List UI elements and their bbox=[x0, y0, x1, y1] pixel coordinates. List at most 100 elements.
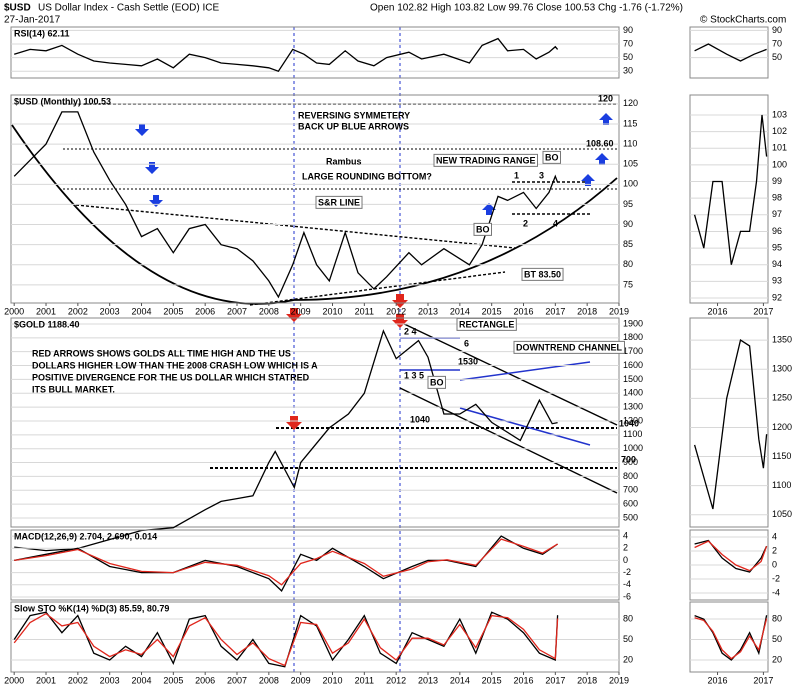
blue-arrow bbox=[135, 124, 149, 136]
y-tick-label: 1200 bbox=[772, 422, 792, 432]
red-arrow bbox=[392, 294, 408, 308]
instrument-name: US Dollar Index - Cash Settle (EOD) ICE bbox=[38, 3, 219, 14]
x-tick-label: 2007 bbox=[227, 675, 247, 685]
x-tick-label: 2002 bbox=[68, 306, 88, 316]
y-tick-label: 50 bbox=[623, 52, 633, 62]
y-tick-label: 105 bbox=[623, 159, 638, 169]
y-tick-label: 90 bbox=[623, 219, 633, 229]
blue-arrow bbox=[149, 195, 163, 207]
y-tick-label: 1300 bbox=[623, 401, 643, 411]
x-tick-label: 2003 bbox=[100, 675, 120, 685]
annotation: BO bbox=[476, 224, 490, 234]
x-tick-label: 2008 bbox=[259, 306, 279, 316]
annotation-box bbox=[521, 267, 564, 281]
x-tick-label: 2013 bbox=[418, 306, 438, 316]
annotation: 3 bbox=[539, 170, 544, 180]
y-tick-label: 1050 bbox=[772, 509, 792, 519]
y-tick-label: 1900 bbox=[623, 318, 643, 328]
annotation-box bbox=[427, 375, 446, 389]
x-tick-label: 2018 bbox=[577, 675, 597, 685]
y-tick-label: 80 bbox=[772, 613, 782, 623]
annotation: S&R LINE bbox=[318, 197, 360, 207]
x-tick-label: 2000 bbox=[4, 675, 24, 685]
annotation: 4 bbox=[553, 218, 558, 228]
x-tick-label: 2006 bbox=[195, 675, 215, 685]
panel-frame bbox=[689, 26, 769, 79]
date: 27-Jan-2017 bbox=[4, 15, 61, 26]
annotation: DOLLARS HIGHER LOW THAN THE 2008 CRASH L… bbox=[32, 360, 318, 370]
annotation: RED ARROWS SHOWS GOLDS ALL TIME HIGH AND… bbox=[32, 348, 291, 358]
x-tick-label: 2016 bbox=[513, 675, 533, 685]
x-tick-label: 2009 bbox=[291, 306, 311, 316]
x-tick-label: 2001 bbox=[36, 306, 56, 316]
series-line bbox=[13, 611, 559, 668]
y-tick-label: 0 bbox=[772, 559, 777, 569]
y-tick-label: 1800 bbox=[623, 332, 643, 342]
y-tick-label: 50 bbox=[623, 634, 633, 644]
y-tick-label: 1000 bbox=[623, 443, 643, 453]
x-tick-label: 2002 bbox=[68, 675, 88, 685]
x-tick-label: 2017 bbox=[753, 675, 773, 685]
x-tick-label: 2019 bbox=[609, 675, 629, 685]
y-tick-label: 20 bbox=[623, 654, 633, 664]
y-tick-label: 97 bbox=[772, 209, 782, 219]
blue-arrow bbox=[482, 203, 496, 215]
x-tick-label: 2005 bbox=[163, 306, 183, 316]
y-tick-label: 93 bbox=[772, 276, 782, 286]
y-tick-label: 115 bbox=[623, 118, 637, 128]
y-tick-label: 1400 bbox=[623, 388, 643, 398]
x-tick-label: 2000 bbox=[4, 306, 24, 316]
panel-frame bbox=[10, 529, 620, 601]
x-tick-label: 2009 bbox=[291, 675, 311, 685]
panel-frame bbox=[10, 26, 620, 79]
x-tick-label: 2013 bbox=[418, 675, 438, 685]
annotation: 2 4 bbox=[404, 326, 417, 336]
y-tick-label: 1700 bbox=[623, 346, 643, 356]
blue-arrow bbox=[581, 174, 595, 186]
sr-line bbox=[75, 204, 516, 249]
y-tick-label: 4 bbox=[772, 531, 777, 541]
annotation: 1040 bbox=[410, 414, 430, 424]
y-tick-label: 1250 bbox=[772, 393, 792, 403]
y-tick-label: 80 bbox=[623, 613, 633, 623]
x-tick-label: 2016 bbox=[708, 306, 728, 316]
y-tick-label: 1300 bbox=[772, 364, 792, 374]
quote: Open 102.82 High 103.82 Low 99.76 Close … bbox=[370, 3, 683, 14]
y-tick-label: 4 bbox=[623, 530, 628, 540]
red-arrow bbox=[286, 416, 302, 430]
series-line bbox=[14, 538, 558, 586]
x-tick-label: 2016 bbox=[513, 306, 533, 316]
y-tick-label: 103 bbox=[772, 109, 787, 119]
panel-frame bbox=[689, 94, 769, 304]
y-tick-label: 110 bbox=[623, 138, 637, 148]
y-tick-label: 1150 bbox=[772, 451, 791, 461]
y-tick-label: 96 bbox=[772, 226, 782, 236]
annotation: BO bbox=[430, 377, 444, 387]
y-tick-label: 94 bbox=[772, 259, 782, 269]
x-tick-label: 2005 bbox=[163, 675, 183, 685]
series-line bbox=[13, 612, 559, 667]
annotation-box bbox=[513, 340, 625, 354]
series-line bbox=[693, 114, 768, 265]
y-tick-label: 50 bbox=[772, 52, 782, 62]
panel-frame bbox=[10, 601, 620, 673]
y-tick-label: -2 bbox=[623, 567, 631, 577]
x-tick-label: 2012 bbox=[386, 306, 406, 316]
y-tick-label: 70 bbox=[623, 38, 633, 48]
series-line bbox=[13, 111, 559, 299]
annotation-box bbox=[473, 222, 492, 236]
annotation: 700 bbox=[621, 454, 636, 464]
annotation-box bbox=[315, 195, 363, 209]
y-tick-label: 1500 bbox=[623, 374, 643, 384]
y-tick-label: 100 bbox=[623, 179, 638, 189]
series-line bbox=[694, 43, 767, 62]
series-line bbox=[694, 617, 768, 660]
y-tick-label: 80 bbox=[623, 259, 633, 269]
channel-line bbox=[399, 387, 618, 494]
series-line bbox=[14, 37, 559, 72]
y-tick-label: 99 bbox=[772, 176, 782, 186]
trend-line bbox=[459, 361, 591, 381]
x-tick-label: 2010 bbox=[322, 306, 342, 316]
y-tick-label: 1100 bbox=[623, 429, 642, 439]
